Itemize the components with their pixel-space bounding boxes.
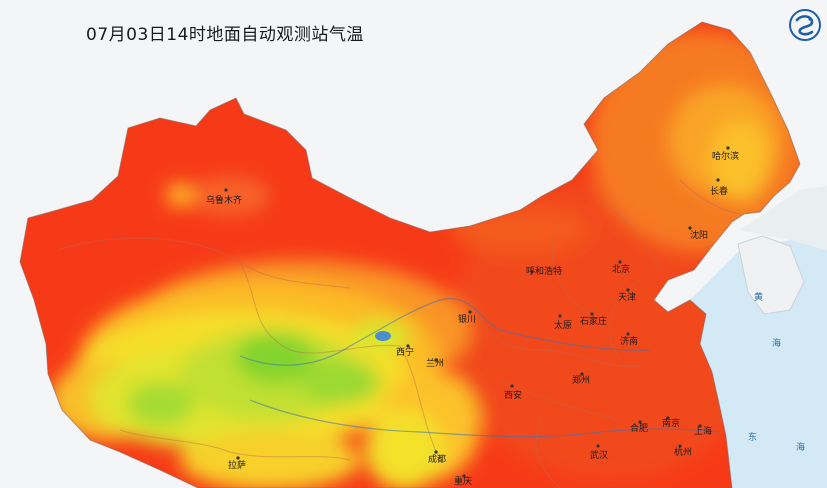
sea-label-huang: 黄 (754, 291, 763, 303)
city-dot-lhasa (236, 456, 240, 460)
sea-label-hai-2: 海 (796, 441, 805, 453)
city-label-yinchuan: 银川 (458, 313, 476, 325)
city-dot-xian (510, 384, 514, 388)
city-dot-hefei (638, 420, 642, 424)
city-dot-beijing (618, 260, 622, 264)
sea-label-dong: 东 (748, 431, 757, 443)
province-boundaries (57, 179, 741, 488)
city-label-wuhan: 武汉 (590, 449, 608, 461)
city-label-xining: 西宁 (396, 346, 414, 358)
city-label-jinan: 济南 (620, 335, 638, 347)
city-dot-harbin (726, 146, 730, 150)
city-label-nanjing: 南京 (662, 417, 680, 429)
city-label-hohhot: 呼和浩特 (526, 265, 562, 277)
qinghai-lake (375, 331, 391, 341)
sea-labels: 黄 海 东 海 (748, 291, 805, 453)
city-dot-shanghai (698, 424, 702, 428)
city-label-chongqing: 重庆 (454, 475, 472, 487)
city-label-shenyang: 沈阳 (690, 229, 708, 241)
city-dot-chengdu (434, 450, 438, 454)
korea-peninsula (740, 186, 827, 250)
map-title: 07月03日14时地面自动观测站气温 (86, 25, 364, 45)
city-dot-lanzhou (434, 358, 438, 362)
city-dot-yinchuan (468, 310, 472, 314)
city-dot-tianjin (626, 288, 630, 292)
rivers (239, 298, 721, 438)
city-dot-wuhan (596, 444, 600, 448)
city-dot-urumqi (224, 188, 228, 192)
city-label-zhengzhou: 郑州 (572, 374, 590, 386)
dragon-logo-icon (788, 8, 822, 42)
city-dot-hangzhou (678, 444, 682, 448)
city-dot-taiyuan (558, 314, 562, 318)
city-label-urumqi: 乌鲁木齐 (206, 194, 242, 206)
city-dot-chongqing (462, 474, 466, 478)
city-dot-shenyang (688, 226, 692, 230)
city-dot-zhengzhou (580, 372, 584, 376)
city-label-taiyuan: 太原 (554, 319, 572, 331)
city-label-shijiazhuang: 石家庄 (580, 315, 607, 327)
city-label-lhasa: 拉萨 (228, 459, 246, 471)
city-dot-jinan (626, 332, 630, 336)
city-label-hefei: 合肥 (630, 422, 648, 434)
city-label-harbin: 哈尔滨 (712, 150, 739, 162)
city-dot-hohhot (530, 270, 534, 274)
city-label-chengdu: 成都 (428, 453, 446, 465)
city-label-beijing: 北京 (612, 263, 630, 275)
city-dot-xining (406, 344, 410, 348)
city-label-hangzhou: 杭州 (674, 446, 692, 458)
city-markers: 乌鲁木齐 哈尔滨 长春 沈阳 呼和浩特 北京 天津 银川 太原 石家庄 济南 西… (206, 146, 739, 487)
sea-label-hai-1: 海 (772, 337, 781, 349)
city-label-changchun: 长春 (710, 185, 728, 197)
city-dot-shijiazhuang (590, 312, 594, 316)
korea-landmass (737, 235, 805, 315)
city-dot-nanjing (666, 416, 670, 420)
city-label-shanghai: 上海 (694, 425, 712, 437)
city-label-tianjin: 天津 (618, 292, 636, 303)
city-dot-changchun (716, 178, 720, 182)
city-label-xian: 西安 (504, 389, 522, 401)
city-label-lanzhou: 兰州 (426, 357, 444, 369)
